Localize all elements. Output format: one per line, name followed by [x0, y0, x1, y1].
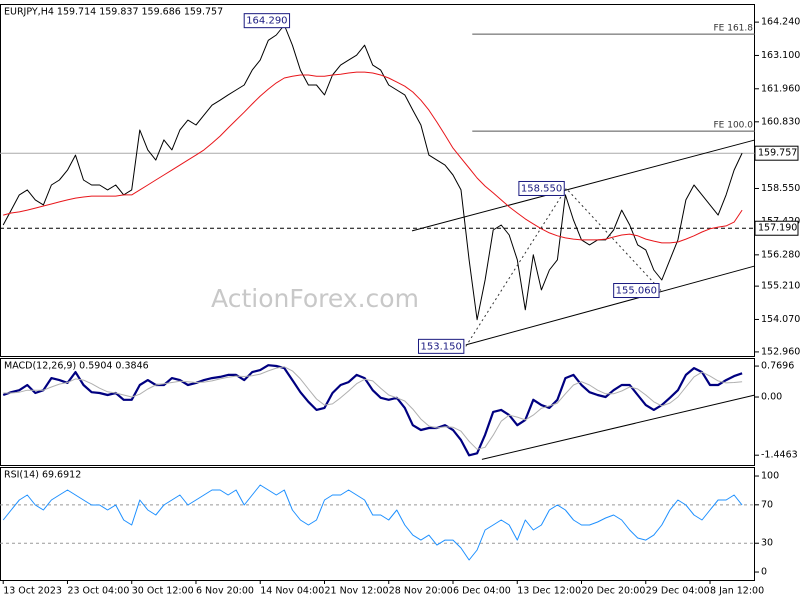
x-tick-label: 8 Jan 12:00	[710, 586, 764, 597]
y-tick-label: 164.240	[761, 17, 800, 28]
y-tick-label: 161.960	[761, 83, 800, 94]
y-tick-label: 0.00	[761, 392, 782, 403]
series-line	[2, 364, 743, 457]
x-tick-label: 6 Nov 20:00	[196, 586, 254, 597]
pivot-label: 164.290	[246, 16, 287, 27]
fib-label: FE 100.0	[714, 121, 754, 131]
pivot-box	[518, 180, 565, 196]
y-tick-label: 160.830	[761, 116, 800, 127]
series-line	[2, 484, 743, 561]
y-tick-label: 156.280	[761, 249, 800, 260]
y-tick-label: 70	[761, 499, 773, 510]
x-tick-label: 21 Nov 12:00	[324, 586, 388, 597]
price-label-box	[754, 220, 799, 236]
x-tick-label: 23 Oct 04:00	[67, 586, 129, 597]
panel-frame	[0, 467, 755, 581]
y-tick-label: 0	[761, 567, 767, 578]
y-tick-label: 155.210	[761, 281, 800, 292]
x-tick-label: 28 Nov 20:00	[389, 586, 453, 597]
x-tick-label: 30 Oct 12:00	[132, 586, 194, 597]
price-label: 157.190	[758, 223, 797, 234]
trendline	[465, 265, 756, 346]
x-tick-label: 29 Dec 04:00	[646, 586, 710, 597]
pivot-box	[243, 13, 291, 29]
trendline	[411, 139, 756, 232]
x-tick-label: 6 Dec 04:00	[453, 586, 511, 597]
series-line	[2, 24, 743, 321]
x-tick-label: 14 Nov 04:00	[260, 586, 324, 597]
panel-title: RSI(14) 69.6912	[4, 470, 81, 481]
x-tick-label: 20 Dec 20:00	[582, 586, 646, 597]
y-tick-label: 100	[761, 471, 779, 482]
pivot-box	[417, 338, 465, 354]
y-tick-label: 154.070	[761, 314, 800, 325]
series-line	[3, 366, 743, 450]
pivot-label: 155.060	[616, 286, 657, 297]
watermark: ActionForex.com	[211, 284, 419, 313]
panel-title: EURJPY,H4 159.714 159.837 159.686 159.75…	[4, 7, 223, 18]
trendline	[481, 394, 756, 460]
y-tick-label: -1.4463	[761, 450, 798, 461]
pivot-label: 153.150	[420, 341, 461, 352]
y-tick-label: 152.960	[761, 346, 800, 357]
x-tick-label: 13 Oct 2023	[3, 586, 62, 597]
y-tick-label: 163.100	[761, 50, 800, 61]
pivot-box	[613, 283, 660, 299]
panel-frame	[0, 4, 755, 357]
y-tick-label: 0.7696	[761, 361, 794, 372]
series-line	[3, 71, 743, 244]
y-tick-label: 30	[761, 538, 773, 549]
fib-label: FE 161.8	[714, 24, 754, 34]
panel-title: MACD(12,26,9) 0.5904 0.3846	[4, 361, 149, 372]
price-label-box	[754, 145, 799, 161]
x-tick-label: 13 Dec 12:00	[517, 586, 581, 597]
y-tick-label: 158.550	[761, 183, 800, 194]
price-label: 159.757	[758, 148, 797, 159]
panel-frame	[0, 358, 755, 466]
pivot-label: 158.550	[521, 183, 562, 194]
